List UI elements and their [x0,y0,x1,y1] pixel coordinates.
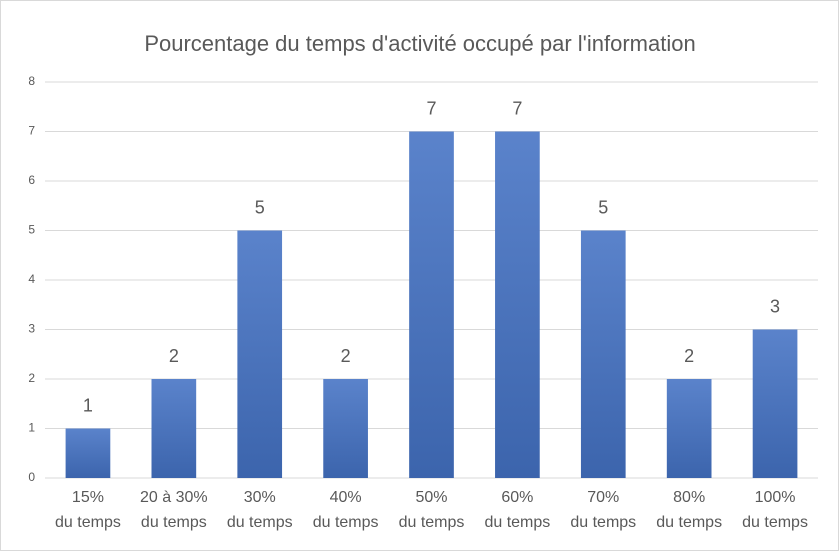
bar-shade [666,379,712,478]
data-label: 5 [598,197,608,217]
data-label: 1 [83,395,93,415]
y-tick-label: 0 [28,470,35,484]
x-tick-label: du temps [399,514,465,531]
x-tick-label: du temps [484,514,550,531]
y-tick-label: 6 [28,173,35,187]
x-tick-label: 50% [415,489,447,506]
x-tick-label: 30% [244,489,276,506]
y-tick-label: 5 [28,223,35,237]
x-tick-label: du temps [570,514,636,531]
y-tick-label: 8 [28,74,35,88]
data-label: 7 [512,98,522,118]
data-label: 2 [169,346,179,366]
x-tick-label: 20 à 30% [140,489,208,506]
x-tick-label: du temps [55,514,121,531]
data-label: 3 [770,296,780,316]
x-tick-label: 15% [72,489,104,506]
y-tick-label: 3 [28,322,35,336]
y-tick-label: 7 [28,124,35,138]
x-tick-label: 40% [330,489,362,506]
y-tick-label: 2 [28,371,35,385]
x-tick-label: du temps [742,514,808,531]
bar-shade [323,379,368,478]
bar-shade [495,131,540,478]
bar-shade [752,329,798,478]
bar-shade [151,379,197,478]
bar-shade [65,428,111,478]
data-label: 2 [684,346,694,366]
chart-title: Pourcentage du temps d'activité occupé p… [144,31,695,56]
x-tick-label: du temps [656,514,722,531]
data-label: 7 [426,98,436,118]
data-label: 5 [255,197,265,217]
x-tick-label: 100% [755,489,796,506]
y-tick-label: 1 [28,421,35,435]
x-tick-label: du temps [227,514,293,531]
x-tick-label: du temps [313,514,379,531]
x-tick-label: du temps [141,514,207,531]
bar-shade [580,230,626,478]
x-tick-label: 70% [587,489,619,506]
data-label: 2 [341,346,351,366]
y-tick-label: 4 [28,272,35,286]
bar-shade [237,230,283,478]
x-tick-label: 80% [673,489,705,506]
x-tick-label: 60% [501,489,533,506]
bar-shade [409,131,454,478]
